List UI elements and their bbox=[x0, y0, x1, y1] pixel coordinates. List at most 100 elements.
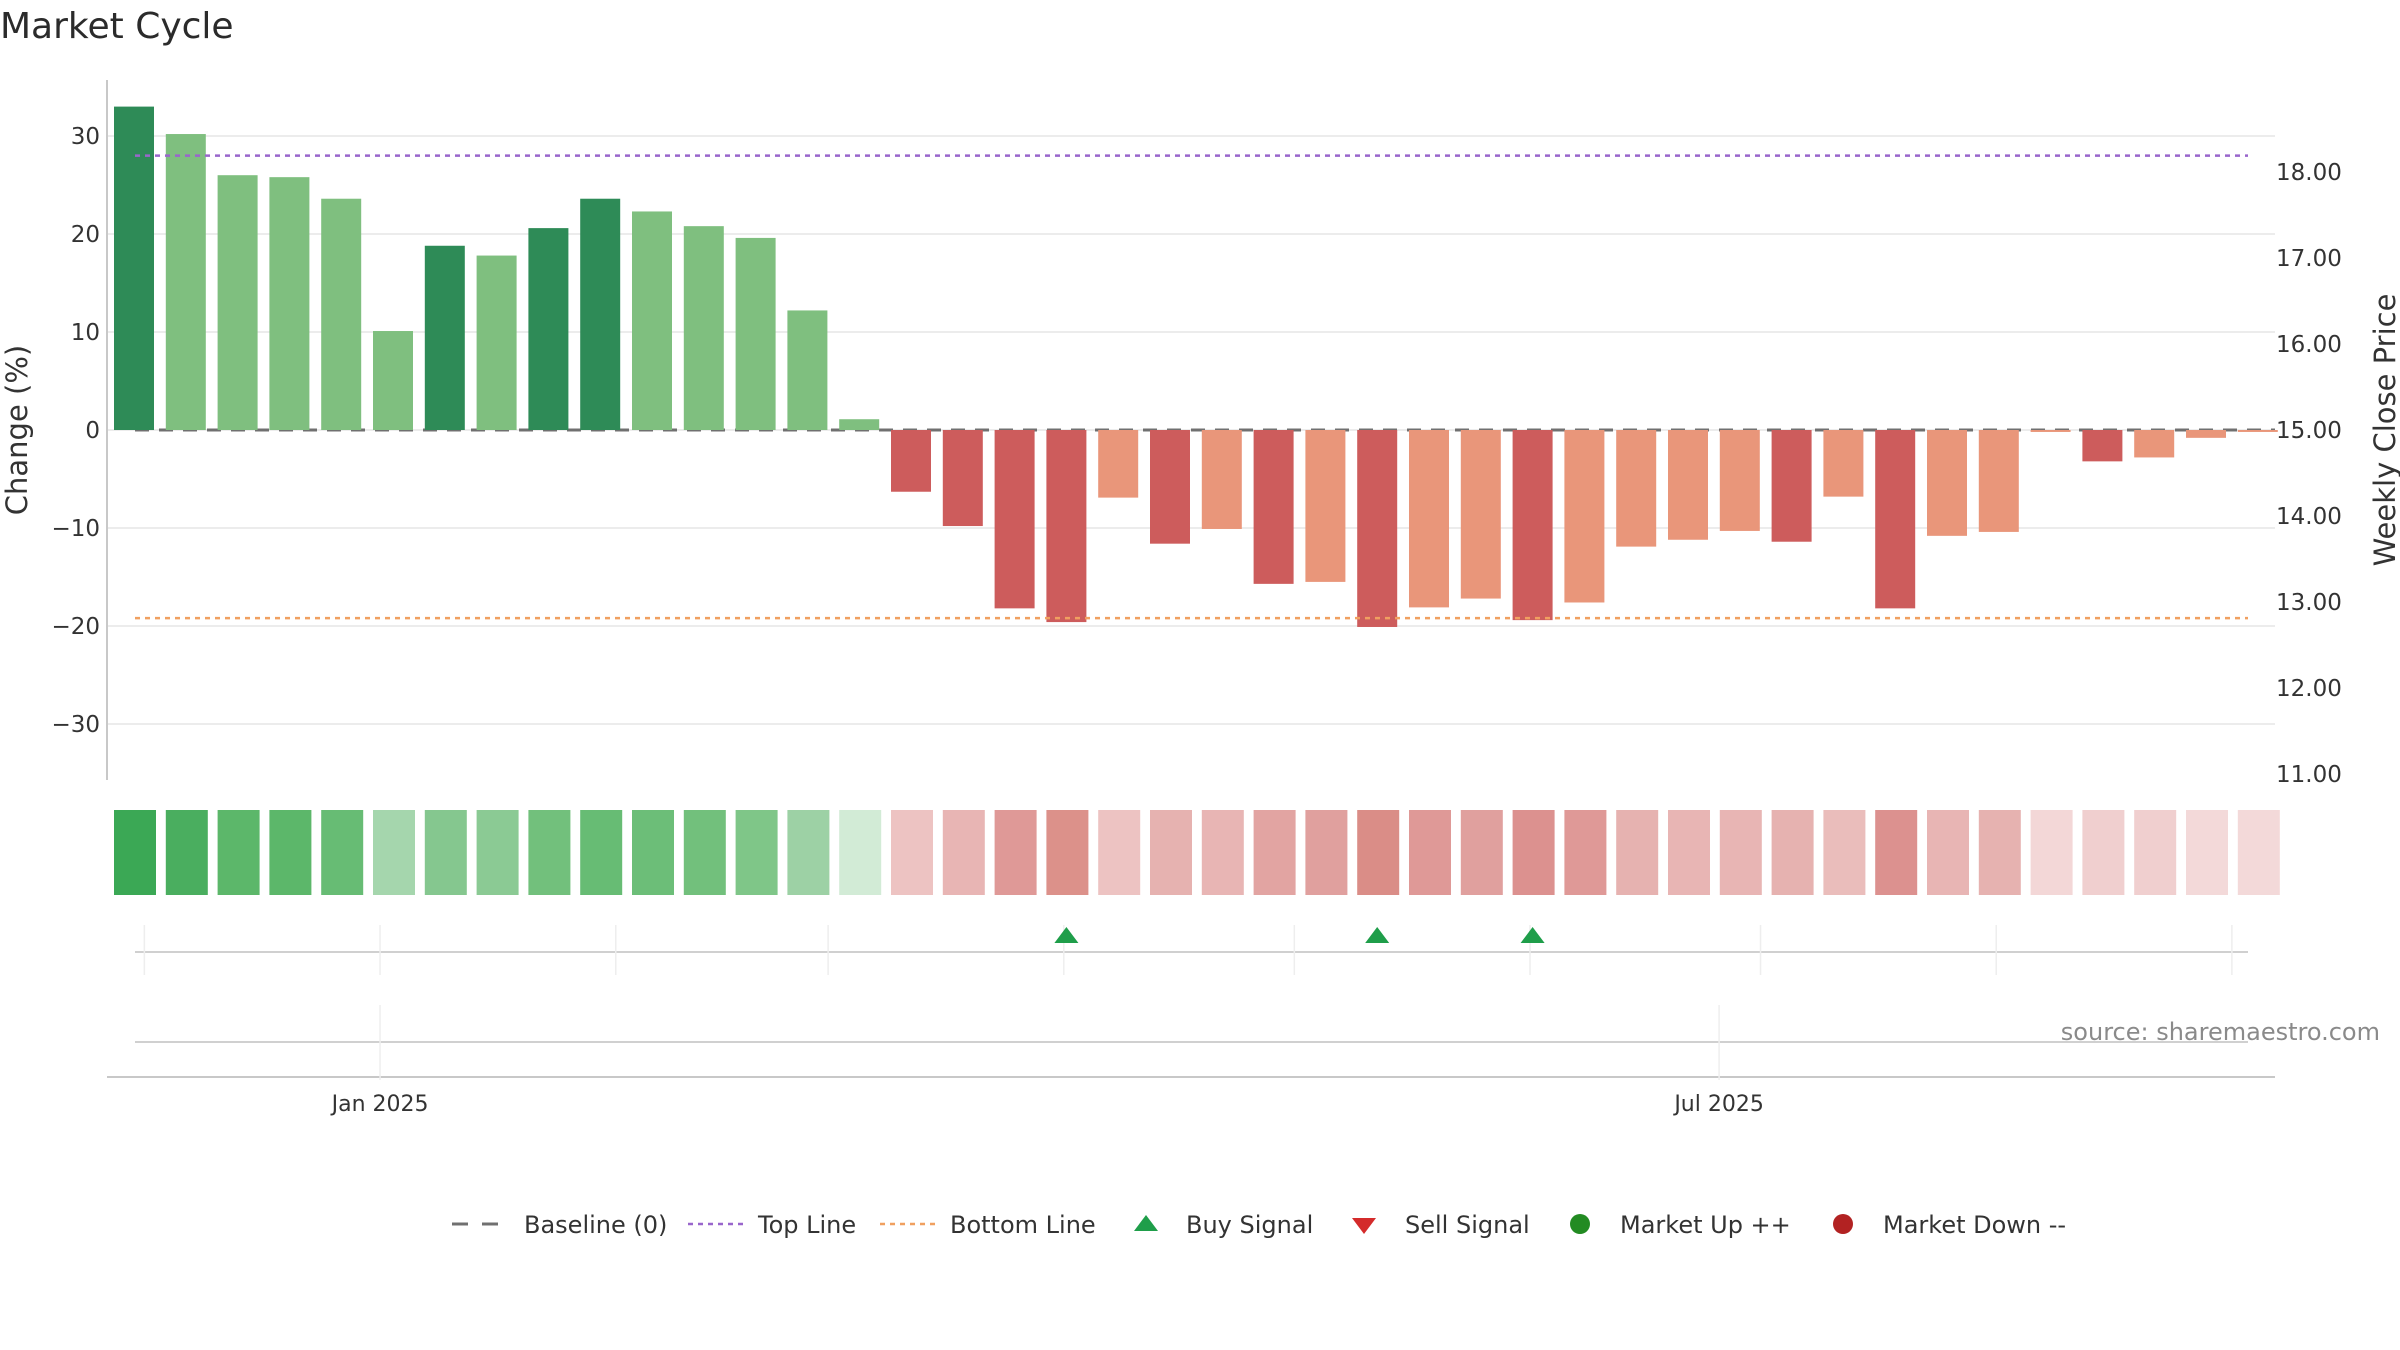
bar bbox=[683, 226, 724, 430]
legend-item-buy-signal: Buy Signal bbox=[1134, 1211, 1313, 1239]
signals-panel bbox=[135, 925, 2248, 975]
bar bbox=[1978, 430, 2019, 532]
right-tick-label: 16.00 bbox=[2276, 332, 2342, 358]
heat-cell bbox=[2186, 810, 2228, 895]
bar bbox=[580, 198, 621, 430]
right-tick-label: 13.00 bbox=[2276, 590, 2342, 616]
legend-label-top-line: Top Line bbox=[757, 1211, 856, 1239]
heat-cell bbox=[165, 810, 208, 895]
bar bbox=[2237, 430, 2278, 432]
heat-cell bbox=[1875, 810, 1918, 895]
heat-cell bbox=[1719, 810, 1762, 895]
left-tick-label: −30 bbox=[51, 712, 100, 738]
bar bbox=[1046, 430, 1087, 623]
bar bbox=[269, 177, 310, 430]
bar bbox=[632, 211, 672, 430]
heat-cell bbox=[114, 810, 156, 895]
heat-cell bbox=[2134, 810, 2177, 895]
left-tick-label: 30 bbox=[71, 124, 100, 150]
heat-cell bbox=[1253, 810, 1296, 895]
heat-cell bbox=[1978, 810, 2021, 895]
bar bbox=[2134, 430, 2175, 458]
heat-cell bbox=[373, 810, 415, 895]
heat-cell bbox=[2082, 810, 2125, 895]
heat-cell bbox=[683, 810, 726, 895]
bar bbox=[165, 134, 206, 431]
bar bbox=[1098, 430, 1139, 498]
bar bbox=[1616, 430, 1657, 547]
bar bbox=[2030, 430, 2071, 432]
legend-label-baseline: Baseline (0) bbox=[524, 1211, 667, 1239]
bar bbox=[1719, 430, 1760, 531]
legend-label-sell-signal: Sell Signal bbox=[1405, 1211, 1530, 1239]
heat-cell bbox=[787, 810, 830, 895]
legend-item-sell-signal: Sell Signal bbox=[1352, 1211, 1530, 1239]
heat-cell bbox=[735, 810, 778, 895]
bar bbox=[839, 419, 880, 430]
heat-cell bbox=[217, 810, 260, 895]
bar bbox=[2082, 430, 2123, 462]
left-tick-label: −20 bbox=[51, 614, 100, 640]
heat-cell bbox=[1409, 810, 1451, 895]
buy-signal-marker bbox=[1520, 927, 1545, 943]
triangle-up-icon bbox=[1134, 1215, 1158, 1231]
left-tick-label: −10 bbox=[51, 516, 100, 542]
legend: Baseline (0) Top Line Bottom Line Buy Si… bbox=[452, 1211, 2066, 1239]
right-tick-label: 11.00 bbox=[2276, 762, 2342, 788]
buy-signal-marker bbox=[1054, 927, 1079, 943]
triangle-down-icon bbox=[1352, 1218, 1376, 1234]
heat-cell bbox=[1357, 810, 1400, 895]
bar bbox=[787, 310, 828, 430]
bar bbox=[1823, 430, 1864, 497]
legend-item-market-down: Market Down -- bbox=[1833, 1211, 2066, 1239]
bar bbox=[1512, 430, 1553, 621]
heat-cell bbox=[1305, 810, 1348, 895]
bar bbox=[735, 237, 776, 430]
bar bbox=[891, 430, 931, 492]
bar bbox=[2186, 430, 2226, 438]
heat-cell bbox=[1616, 810, 1659, 895]
bar bbox=[528, 228, 569, 430]
source-label: source: sharemaestro.com bbox=[2061, 1018, 2380, 1046]
heat-cell bbox=[1564, 810, 1607, 895]
bar bbox=[424, 245, 465, 430]
left-tick-label: 10 bbox=[71, 320, 100, 346]
chart-title: Market Cycle bbox=[0, 6, 234, 47]
bar bbox=[1253, 430, 1294, 584]
bar bbox=[1201, 430, 1242, 529]
heat-cell bbox=[1201, 810, 1244, 895]
heat-cell bbox=[994, 810, 1037, 895]
heat-cell bbox=[476, 810, 519, 895]
heat-cell bbox=[2237, 810, 2280, 895]
left-axis-ticks: 30 20 10 0 −10 −20 −30 bbox=[51, 124, 100, 738]
heat-cell bbox=[1668, 810, 1710, 895]
right-tick-label: 15.00 bbox=[2276, 418, 2342, 444]
circle-red-icon bbox=[1833, 1214, 1853, 1234]
left-tick-label: 20 bbox=[71, 222, 100, 248]
heat-cell bbox=[321, 810, 364, 895]
heat-cell bbox=[632, 810, 674, 895]
bar bbox=[1771, 430, 1812, 542]
bar bbox=[1150, 430, 1190, 544]
legend-label-market-down: Market Down -- bbox=[1883, 1211, 2066, 1239]
heat-cell bbox=[528, 810, 571, 895]
heat-cell bbox=[839, 810, 882, 895]
right-tick-label: 17.00 bbox=[2276, 246, 2342, 272]
heat-cell bbox=[1771, 810, 1814, 895]
bar bbox=[114, 106, 154, 430]
legend-item-market-up: Market Up ++ bbox=[1570, 1211, 1791, 1239]
left-axis-label: Change (%) bbox=[0, 345, 34, 515]
bar bbox=[1668, 430, 1708, 540]
bar bbox=[321, 198, 362, 430]
bar bbox=[476, 255, 517, 430]
bar bbox=[1460, 430, 1501, 599]
circle-green-icon bbox=[1570, 1214, 1590, 1234]
bars-group bbox=[114, 106, 2278, 627]
bar bbox=[1875, 430, 1916, 609]
right-tick-label: 14.00 bbox=[2276, 504, 2342, 530]
bar bbox=[994, 430, 1035, 609]
bar bbox=[1564, 430, 1605, 603]
bar bbox=[1305, 430, 1346, 582]
buy-signal-marker bbox=[1365, 927, 1390, 943]
